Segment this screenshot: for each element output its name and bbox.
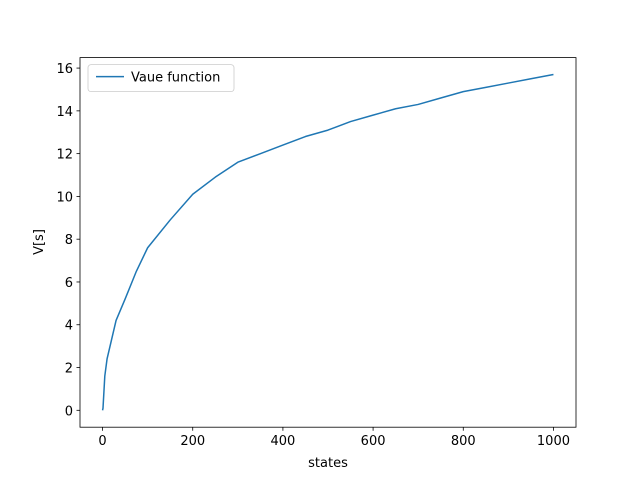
x-tick-label: 0 [98, 434, 106, 449]
axes-frame [79, 57, 577, 428]
y-tick-label: 10 [56, 190, 73, 205]
y-tick-label: 0 [65, 404, 73, 419]
legend-label: Vaue function [131, 71, 220, 86]
x-tick-label: 1000 [537, 434, 570, 449]
x-tick-label: 800 [451, 434, 476, 449]
data-line [101, 73, 554, 411]
y-axis-label: V[s] [32, 229, 47, 255]
x-tick-label: 200 [180, 434, 205, 449]
x-tick-label: 400 [270, 434, 295, 449]
y-tick-label: 16 [56, 62, 73, 77]
x-tick-label: 600 [361, 434, 386, 449]
legend-box [87, 64, 235, 92]
y-tick-label: 4 [65, 319, 73, 334]
y-tick-label: 14 [56, 105, 73, 120]
y-tick-label: 8 [65, 233, 73, 248]
x-axis-label: states [308, 456, 348, 471]
y-tick-label: 2 [65, 362, 73, 377]
y-tick-label: 12 [56, 148, 73, 163]
y-tick-label: 6 [65, 276, 73, 291]
